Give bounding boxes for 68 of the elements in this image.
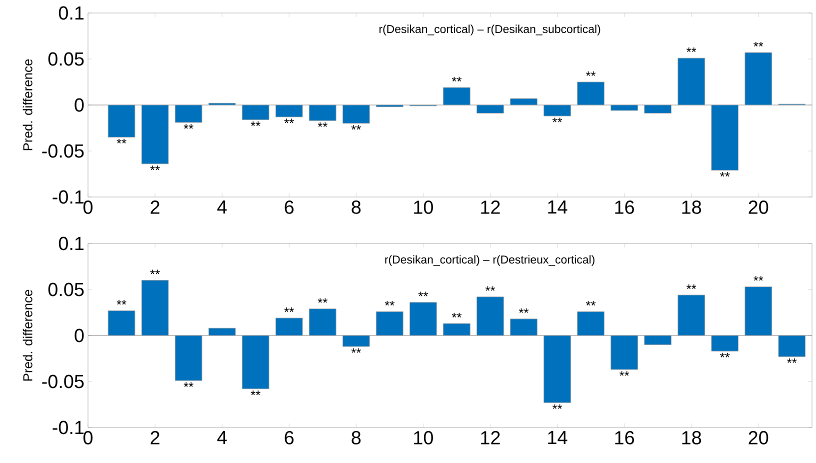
x-tick-label: 8 [352, 431, 361, 444]
x-tick-label: 0 [83, 200, 93, 214]
x-tick-label: 18 [682, 200, 702, 214]
x-tick-label: 18 [682, 431, 702, 444]
annotation: ** [552, 404, 562, 409]
text: r(Desikan_cortical) – r(Desikan_subcortical) [379, 24, 600, 36]
y-tick-label: 0.05 [48, 282, 84, 296]
annotation: ** [619, 371, 630, 376]
annotation: ** [720, 172, 730, 177]
x-tick-label: 12 [481, 431, 500, 444]
annotation: ** [754, 42, 764, 46]
annotation: ** [184, 382, 194, 387]
annotation: ** [452, 76, 462, 82]
annotation: ** [351, 125, 361, 130]
annotation: ** [586, 71, 596, 76]
y-tick-label: -0.05 [42, 374, 84, 388]
annotation: ** [384, 300, 395, 306]
text: r(Desikan_cortical) – r(Destrieux_cortical) [385, 255, 594, 266]
annotation: ** [452, 312, 462, 318]
annotation: ** [250, 121, 260, 126]
y-axis-title: Pred. difference [22, 59, 32, 150]
x-tick-label: 6 [284, 431, 294, 444]
annotation: ** [586, 300, 596, 306]
y-tick-label: 0 [74, 328, 84, 342]
annotation: ** [552, 118, 562, 122]
annotation: ** [787, 358, 797, 363]
annotation: ** [184, 124, 194, 129]
y-tick-label: -0.05 [42, 144, 84, 158]
annotation: ** [351, 348, 361, 353]
y-tick-label: -0.1 [52, 190, 84, 204]
annotation: ** [150, 166, 160, 170]
x-tick-label: 8 [352, 200, 361, 214]
x-tick-label: 10 [414, 431, 433, 444]
y-axis-title: Pred. difference [22, 290, 32, 381]
annotation: ** [150, 270, 160, 274]
y-tick-label: 0.1 [58, 236, 84, 250]
x-tick-label: 4 [217, 200, 227, 214]
x-tick-label: 14 [548, 200, 568, 214]
y-tick-label: 0.1 [58, 6, 84, 20]
x-tick-label: 4 [217, 431, 227, 444]
y-tick-label: 0.05 [48, 52, 84, 66]
x-tick-label: 20 [748, 431, 768, 444]
x-tick-label: 2 [150, 200, 160, 214]
annotation: ** [284, 118, 294, 124]
annotation: ** [318, 298, 328, 303]
x-tick-label: 2 [150, 431, 160, 444]
annotation: ** [284, 307, 294, 312]
x-tick-label: 20 [748, 200, 768, 214]
x-tick-label: 14 [548, 431, 568, 444]
annotation: ** [720, 352, 730, 358]
annotation: ** [116, 138, 126, 144]
annotation: ** [518, 308, 529, 313]
annotation: ** [418, 292, 428, 296]
x-tick-label: 12 [481, 200, 500, 214]
annotation: ** [686, 284, 696, 289]
annotation: ** [318, 122, 328, 127]
annotation: ** [250, 390, 260, 396]
annotation: ** [754, 276, 764, 281]
annotation: ** [485, 286, 496, 291]
x-tick-label: 6 [284, 200, 294, 214]
annotation: ** [686, 47, 696, 52]
x-tick-label: 16 [615, 200, 634, 214]
x-tick-label: 0 [83, 431, 93, 444]
x-tick-label: 16 [615, 431, 634, 444]
y-tick-label: -0.1 [52, 420, 84, 434]
y-tick-label: 0 [74, 98, 84, 112]
annotation: ** [116, 300, 126, 305]
x-tick-label: 10 [414, 200, 433, 214]
